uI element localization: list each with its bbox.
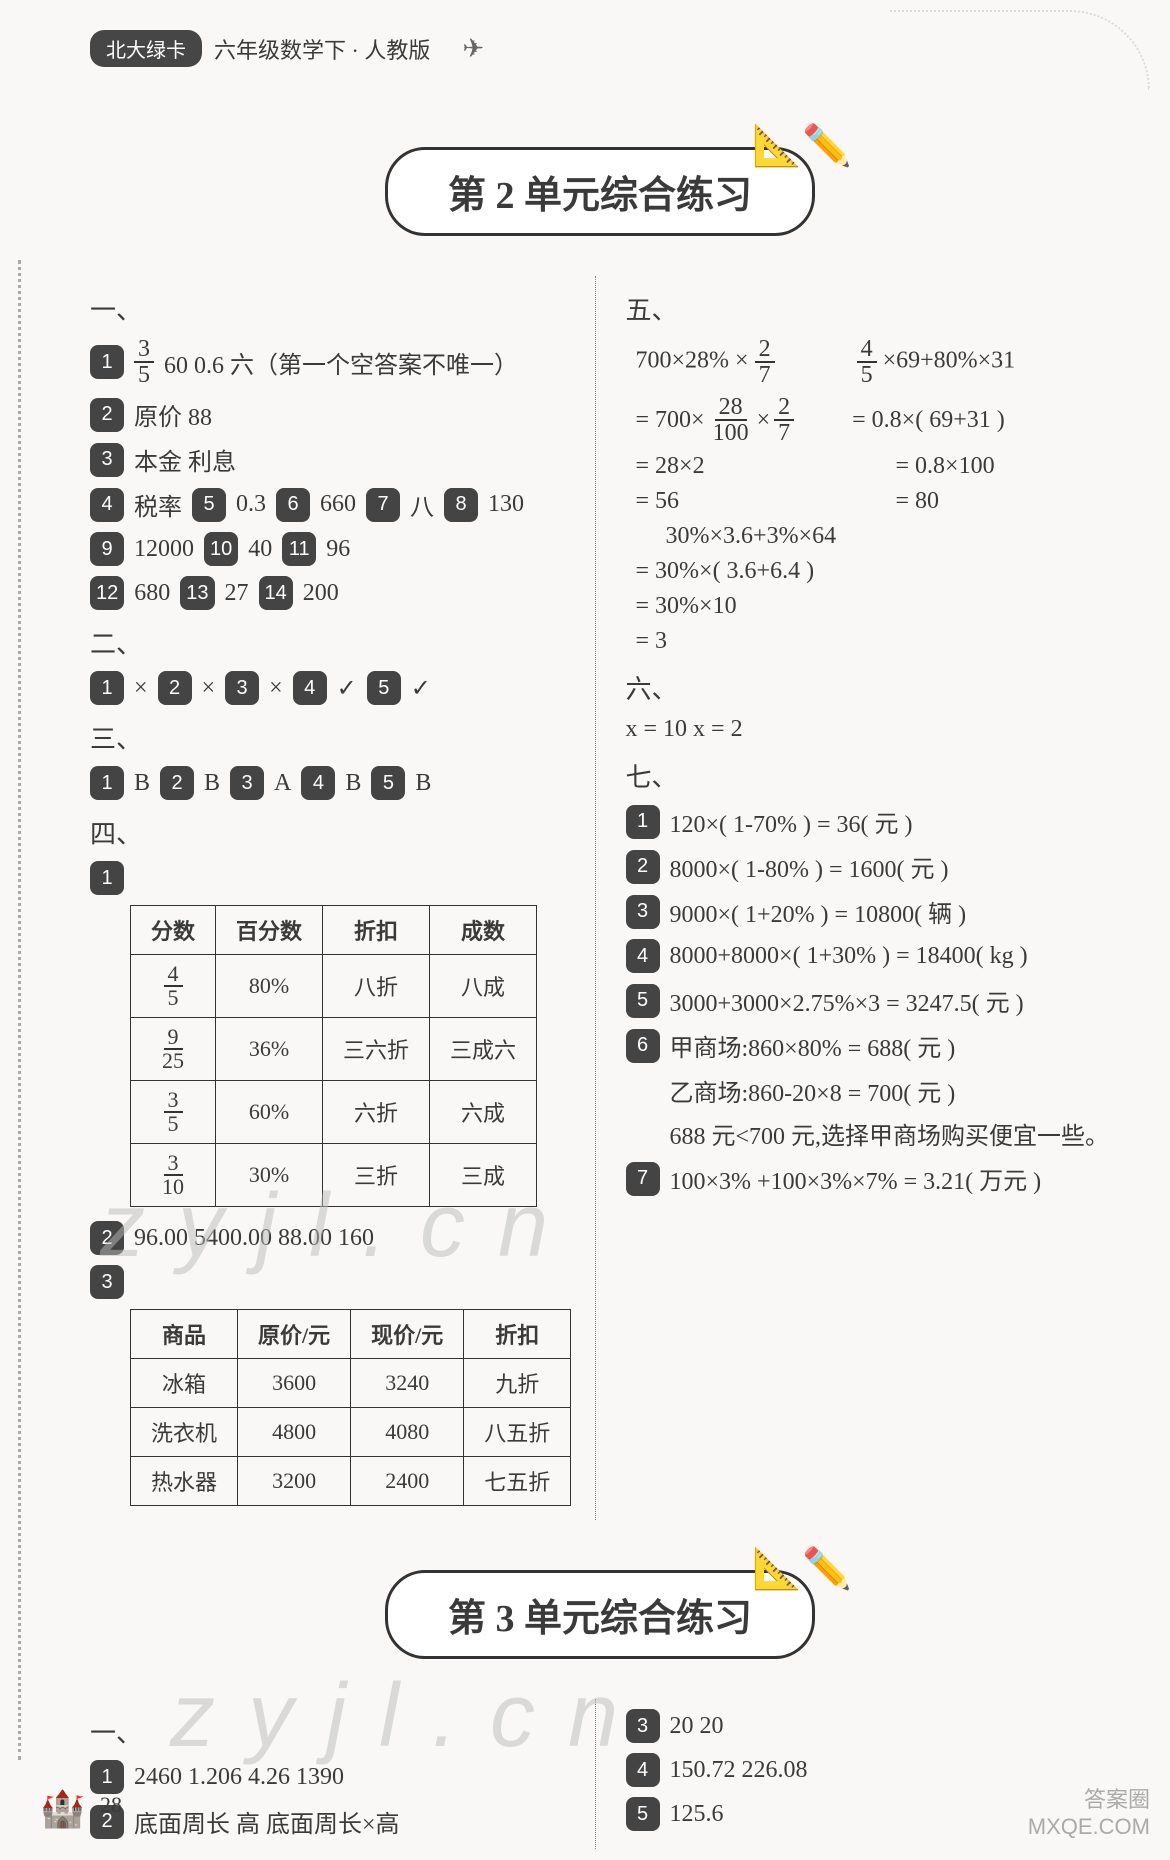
calc-block: 700×28% × 27 45 ×69+80%×31 = 700× 28100 … — [636, 337, 1111, 655]
page: 北大绿卡 六年级数学下 · 人教版 ✈ 第 2 单元综合练习 📐✏️ 一、 1 … — [0, 0, 1170, 1860]
unit2-header-wrap: 第 2 单元综合练习 📐✏️ — [90, 147, 1110, 236]
sec6-label: 六、 — [626, 669, 1111, 706]
ruler-pencil-icon: 📐✏️ — [752, 122, 852, 169]
unit3-title: 第 3 单元综合练习 📐✏️ — [385, 1570, 815, 1659]
p2: = 700× 28100 × 27 = 0.8×( 69+31 ) — [636, 395, 1111, 445]
unit2-title: 第 2 单元综合练习 📐✏️ — [385, 147, 815, 236]
side-dots — [18, 260, 21, 1760]
decor-swirl — [890, 10, 1150, 90]
castle-icon: 🏰 — [40, 1788, 85, 1830]
tf-row: 1× 2× 3× 4✓ 5✓ — [90, 671, 575, 705]
q2: 2原价 88 — [90, 397, 575, 432]
plane-icon: ✈ — [462, 34, 484, 64]
q4-8: 4税率 50.3 6660 7八 8130 — [90, 487, 575, 522]
s1: 1120×( 1-70% ) = 36( 元 ) — [626, 804, 1111, 839]
s6a: 6甲商场:860×80% = 688( 元 ) — [626, 1028, 1111, 1063]
p8: = 3 — [636, 628, 1111, 655]
p3: = 28×2 = 0.8×100 — [636, 453, 1111, 480]
table3-wrap: 3 — [90, 1265, 575, 1299]
p6: = 30%×( 3.6+6.4 ) — [636, 558, 1111, 585]
unit2-right-col: 五、 700×28% × 27 45 ×69+80%×31 = 700× 281… — [626, 276, 1111, 1520]
s5: 53000+3000×2.75%×3 = 3247.5( 元 ) — [626, 983, 1111, 1018]
corner-brand: 答案圈 MXQE.COM — [1028, 1782, 1150, 1840]
q4-2: 296.00 5400.00 88.00 160 — [90, 1221, 575, 1255]
sec7-label: 七、 — [626, 757, 1111, 794]
sec2-label: 二、 — [90, 624, 575, 661]
s6c: 688 元<700 元,选择甲商场购买便宜一些。 — [670, 1116, 1111, 1151]
q12-14: 12680 1327 14200 — [90, 576, 575, 610]
p1: 700×28% × 27 45 ×69+80%×31 — [636, 337, 1111, 387]
s4: 48000+8000×( 1+30% ) = 18400( kg ) — [626, 939, 1111, 973]
ruler-pencil-icon: 📐✏️ — [752, 1545, 852, 1592]
q9-11: 912000 1040 1196 — [90, 532, 575, 566]
s3: 39000×( 1+20% ) = 10800( 辆 ) — [626, 894, 1111, 929]
p5: 30%×3.6+3%×64 — [666, 523, 1111, 550]
p3b: = 56 = 80 — [636, 488, 1111, 515]
q1: 1 3 5 60 0.6 六（第一个空答案不唯一） — [90, 337, 575, 387]
book-subtitle: 六年级数学下 · 人教版 — [214, 33, 430, 65]
sec5-label: 五、 — [626, 290, 1111, 327]
u3-sec1: 一、 — [90, 1713, 575, 1750]
p7: = 30%×10 — [636, 593, 1111, 620]
sec3-label: 三、 — [90, 719, 575, 756]
page-number: 28 — [100, 1792, 122, 1818]
unit3-header-wrap: 第 3 单元综合练习 📐✏️ — [90, 1570, 1110, 1659]
q3: 3本金 利息 — [90, 442, 575, 477]
table1: 分数百分数折扣成数4580%八折八成92536%三六折三成六3560%六折六成3… — [130, 905, 537, 1207]
s6b: 乙商场:860-20×8 = 700( 元 ) — [670, 1073, 1111, 1108]
s7: 7100×3% +100×3%×7% = 3.21( 万元 ) — [626, 1161, 1111, 1196]
u3q1: 12460 1.206 4.26 1390 — [90, 1760, 575, 1794]
table1-wrap: 1 — [90, 861, 575, 895]
unit3-left-col: 一、 12460 1.206 4.26 1390 2底面周长 高 底面周长×高 — [90, 1699, 596, 1849]
u3q3: 320 20 — [626, 1709, 1111, 1743]
table3: 商品原价/元现价/元折扣冰箱36003240九折洗衣机48004080八五折热水… — [130, 1309, 571, 1506]
unit2-columns: 一、 1 3 5 60 0.6 六（第一个空答案不唯一） 2原价 88 3本金 … — [90, 276, 1110, 1520]
series-pill: 北大绿卡 — [90, 30, 202, 67]
u3q2: 2底面周长 高 底面周长×高 — [90, 1804, 575, 1839]
unit2-left-col: 一、 1 3 5 60 0.6 六（第一个空答案不唯一） 2原价 88 3本金 … — [90, 276, 596, 1520]
choice-row: 1B 2B 3A 4B 5B — [90, 766, 575, 800]
six: x = 10 x = 2 — [626, 716, 1111, 743]
sec1-label: 一、 — [90, 290, 575, 327]
sec4-label: 四、 — [90, 814, 575, 851]
s2: 28000×( 1-80% ) = 1600( 元 ) — [626, 849, 1111, 884]
unit3-columns: 一、 12460 1.206 4.26 1390 2底面周长 高 底面周长×高 … — [90, 1699, 1110, 1849]
badge-1: 1 — [90, 345, 124, 379]
q1-frac: 3 5 — [134, 337, 154, 387]
